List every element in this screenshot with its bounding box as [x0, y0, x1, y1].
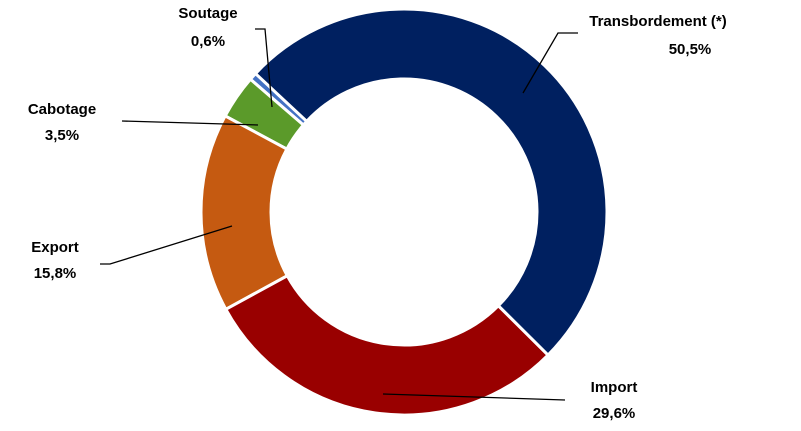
- category-label: Import: [591, 379, 638, 396]
- leader-line: [121, 120, 259, 126]
- value-label: 3,5%: [45, 127, 79, 144]
- value-label: 0,6%: [191, 33, 225, 50]
- leader-line: [382, 393, 566, 401]
- category-label: Soutage: [178, 5, 237, 22]
- category-label: Transbordement (*): [589, 13, 727, 30]
- category-label: Export: [31, 239, 79, 256]
- slice: [223, 77, 306, 152]
- leader-line: [255, 28, 273, 108]
- slice: [223, 273, 551, 417]
- leader-line: [522, 32, 578, 94]
- value-label: 50,5%: [669, 41, 712, 58]
- category-label: Cabotage: [28, 101, 96, 118]
- leader-line: [100, 225, 233, 265]
- slice: [253, 7, 609, 358]
- value-label: 29,6%: [593, 405, 636, 422]
- value-label: 15,8%: [34, 265, 77, 282]
- slice: [199, 113, 290, 312]
